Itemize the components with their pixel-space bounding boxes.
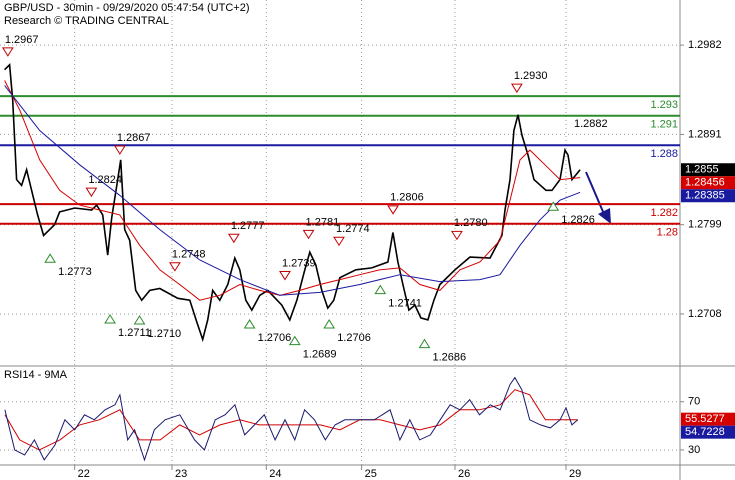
y-tick-label: 30 bbox=[688, 444, 700, 456]
low-marker bbox=[288, 335, 301, 346]
high-marker bbox=[333, 236, 345, 247]
high-label: 1.2748 bbox=[172, 249, 206, 261]
x-tick-label: 23 bbox=[175, 468, 187, 480]
low-marker bbox=[547, 201, 560, 211]
last-value-box bbox=[681, 163, 735, 177]
high-marker bbox=[510, 83, 523, 94]
low-label: 1.2706 bbox=[337, 332, 371, 344]
series-line bbox=[4, 63, 581, 343]
chart-title: GBP/USD - 30min - 09/29/2020 05:47:54 (U… bbox=[4, 2, 249, 14]
low-marker bbox=[44, 253, 57, 263]
x-tick-label: 24 bbox=[269, 468, 281, 480]
series-line bbox=[4, 376, 579, 462]
high-label: 1.2930 bbox=[514, 70, 548, 82]
y-tick-label: 1.2708 bbox=[688, 308, 722, 320]
rsi-title: RSI14 - 9MA bbox=[4, 369, 68, 381]
low-marker bbox=[243, 318, 256, 329]
high-label: 1.2739 bbox=[282, 257, 316, 269]
arrow-shaft bbox=[585, 171, 605, 215]
high-marker bbox=[387, 205, 399, 215]
last-value-box bbox=[681, 176, 735, 190]
low-label: 1.2710 bbox=[148, 328, 182, 340]
high-label: 1.2774 bbox=[336, 223, 370, 235]
low-label: 1.2706 bbox=[258, 332, 292, 344]
x-tick-label: 22 bbox=[78, 468, 90, 480]
high-marker bbox=[113, 145, 126, 155]
last-value-box bbox=[681, 189, 735, 203]
level-label: 1.282 bbox=[650, 207, 678, 219]
high-label: 1.2806 bbox=[390, 192, 424, 204]
low-marker bbox=[104, 314, 116, 324]
last-value-label: 1.28456 bbox=[685, 177, 725, 189]
level-label: 1.28 bbox=[657, 227, 678, 239]
high-label: 1.2781 bbox=[306, 216, 340, 228]
last-value-box bbox=[681, 425, 735, 439]
low-marker bbox=[418, 338, 431, 349]
high-marker bbox=[279, 271, 291, 281]
low-label: 1.2711 bbox=[118, 327, 151, 339]
high-marker bbox=[302, 229, 315, 240]
x-tick-label: 26 bbox=[458, 468, 470, 480]
high-label: 1.2867 bbox=[117, 132, 151, 144]
high-label: 1.2824 bbox=[88, 174, 122, 186]
last-value-box bbox=[681, 412, 735, 426]
y-tick-label: 1.2799 bbox=[688, 219, 722, 231]
high-label: 1.2780 bbox=[454, 217, 488, 229]
high-marker bbox=[85, 187, 98, 198]
high-marker bbox=[227, 233, 240, 244]
series-group bbox=[4, 63, 581, 343]
arrow-head bbox=[598, 208, 611, 224]
last-value-label: 55.5277 bbox=[685, 413, 725, 425]
x-tick-label: 29 bbox=[569, 468, 581, 480]
series-line bbox=[4, 85, 581, 296]
x-tick-label: 25 bbox=[365, 468, 377, 480]
last-value-label: 54.7228 bbox=[685, 426, 725, 438]
low-label: 1.2689 bbox=[303, 349, 337, 361]
series-line bbox=[4, 80, 581, 301]
low-label: 1.2826 bbox=[561, 214, 595, 226]
last-value-label: 1.2855 bbox=[685, 164, 719, 176]
high-marker bbox=[169, 262, 181, 272]
low-marker bbox=[133, 315, 146, 325]
low-marker bbox=[374, 284, 387, 295]
low-marker bbox=[323, 318, 336, 329]
high-label: 1.2967 bbox=[5, 34, 39, 46]
forecast-arrow bbox=[585, 171, 611, 224]
last-value-label: 1.28385 bbox=[685, 190, 725, 202]
high-label: 1.2777 bbox=[231, 220, 265, 232]
chart-subtitle: Research © TRADING CENTRAL bbox=[4, 15, 169, 27]
level-annotation: 1.2882 bbox=[574, 118, 608, 130]
y-tick-label: 1.2982 bbox=[688, 39, 722, 51]
low-label: 1.2741 bbox=[388, 298, 422, 310]
series-group bbox=[4, 376, 579, 462]
y-tick-label: 1.2891 bbox=[688, 128, 722, 140]
level-label: 1.293 bbox=[650, 99, 678, 111]
y-tick-label: 70 bbox=[688, 396, 700, 408]
low-label: 1.2686 bbox=[433, 351, 467, 363]
low-label: 1.2773 bbox=[58, 266, 92, 278]
level-label: 1.288 bbox=[650, 148, 678, 160]
level-label: 1.291 bbox=[650, 119, 678, 131]
high-marker bbox=[451, 230, 463, 241]
high-marker bbox=[1, 47, 14, 57]
